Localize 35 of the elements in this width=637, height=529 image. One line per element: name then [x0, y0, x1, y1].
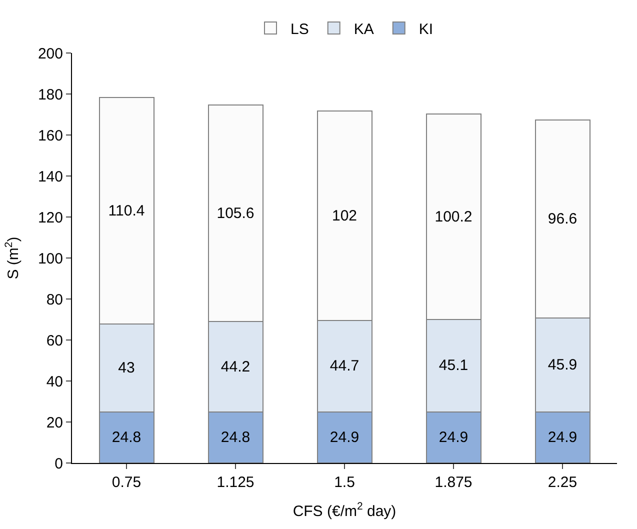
data-label: 45.9 [548, 356, 578, 374]
x-axis-title: CFS (€/m$^{2}$ day) [292, 500, 396, 520]
y-tick-label: 0 [54, 455, 63, 472]
y-tick-label: 40 [46, 373, 63, 390]
y-tick-label: 140 [38, 168, 63, 186]
data-label: 105.6 [216, 204, 254, 222]
data-label: 45.1 [438, 357, 468, 374]
y-tick-label: 160 [38, 127, 63, 144]
data-label: 43 [118, 360, 135, 377]
y-tick-label: 200 [38, 45, 63, 62]
legend-label: KI [418, 20, 434, 38]
y-tick-label: 180 [38, 86, 63, 104]
data-label: 24.8 [220, 429, 250, 446]
y-tick-label: 120 [38, 209, 63, 226]
x-tick-label: 1.875 [434, 474, 472, 491]
data-label: 110.4 [108, 202, 145, 220]
data-label: 24.8 [112, 429, 142, 446]
x-tick-label: 1.5 [334, 474, 355, 491]
x-tick-label: 2.25 [548, 474, 578, 491]
legend-label: LS [290, 20, 309, 38]
data-label: 24.9 [548, 428, 578, 446]
y-tick-label: 60 [46, 332, 63, 350]
data-label: 102 [332, 207, 358, 224]
x-tick-label: 0.75 [112, 474, 142, 491]
data-label: 100.2 [434, 208, 472, 226]
data-label: 96.6 [548, 210, 578, 228]
y-tick-label: 100 [38, 250, 63, 268]
legend-label: KA [354, 20, 374, 38]
data-label: 44.2 [220, 358, 250, 376]
data-label: 44.7 [330, 358, 360, 375]
y-tick-label: 80 [46, 291, 63, 308]
data-label: 24.9 [330, 428, 360, 446]
y-tick-label: 20 [46, 414, 63, 432]
data-label: 24.9 [438, 428, 468, 446]
x-tick-label: 1.125 [216, 474, 254, 491]
